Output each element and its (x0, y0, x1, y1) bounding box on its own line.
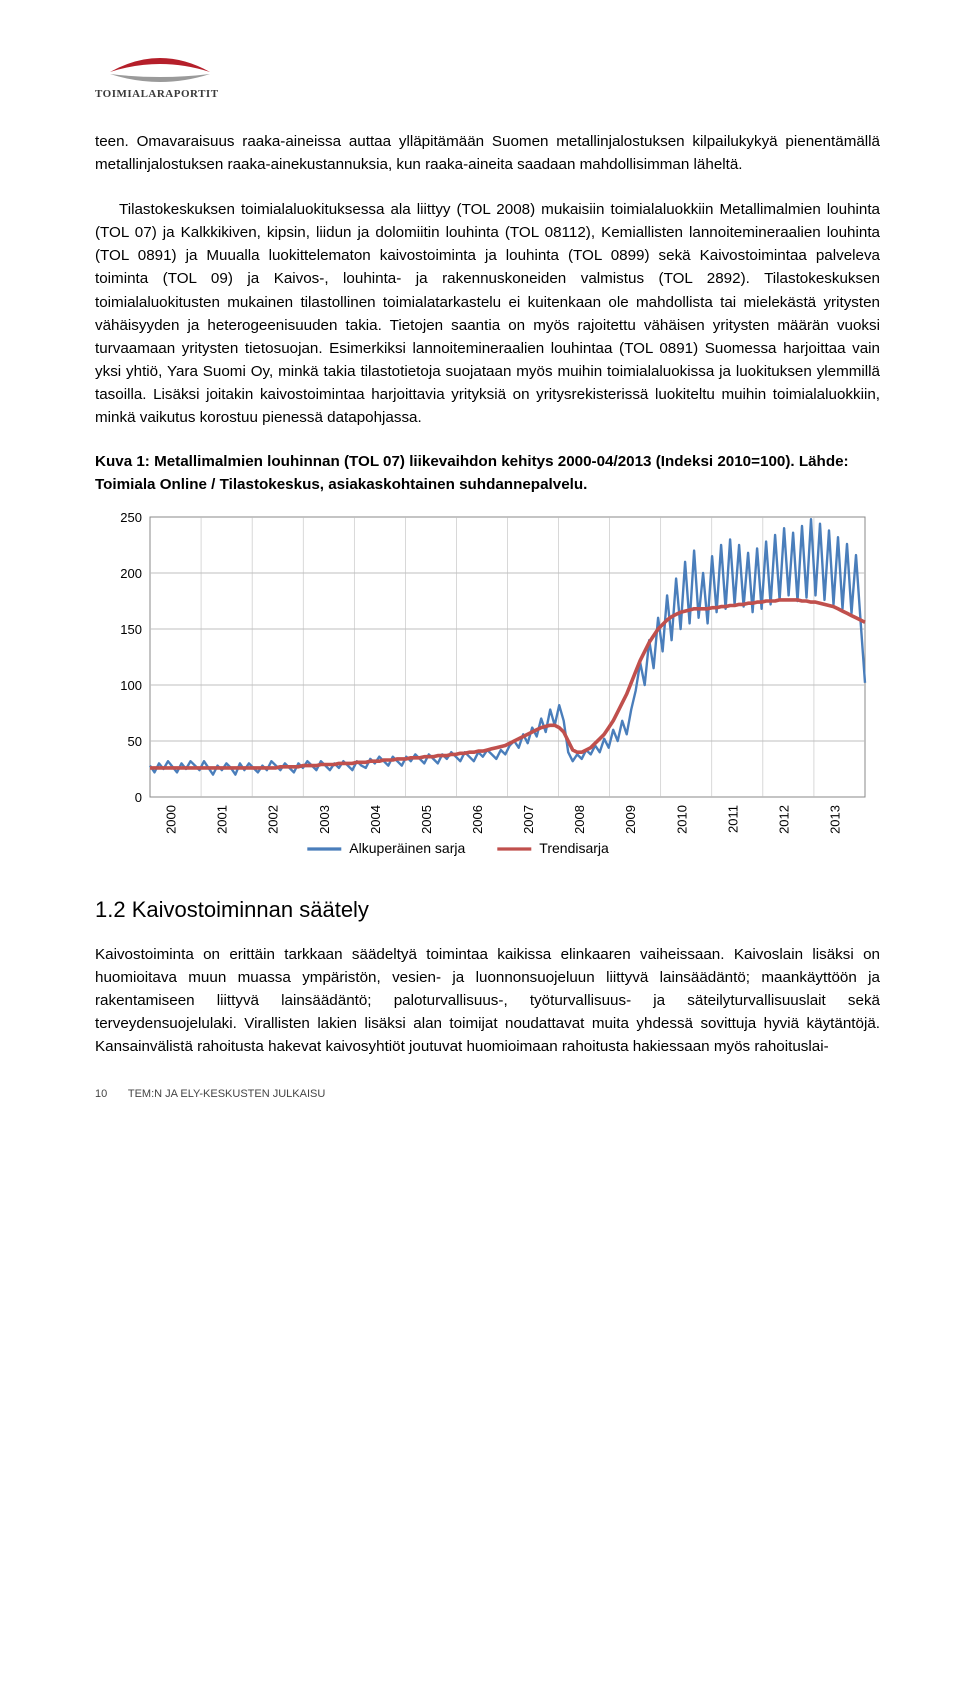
svg-text:2011: 2011 (725, 805, 740, 833)
svg-text:2009: 2009 (623, 805, 638, 834)
logo: TOIMIALARAPORTIT (95, 50, 880, 100)
logo-text: TOIMIALARAPORTIT (95, 88, 880, 100)
footer-text: TEM:N JA ELY-KESKUSTEN JULKAISU (128, 1088, 325, 1100)
svg-text:2004: 2004 (368, 805, 383, 834)
svg-text:2001: 2001 (215, 805, 230, 834)
svg-text:2006: 2006 (470, 805, 485, 834)
chart-title: Kuva 1: Metallimalmien louhinnan (TOL 07… (95, 451, 880, 497)
svg-text:2008: 2008 (572, 805, 587, 834)
svg-text:2000: 2000 (164, 805, 179, 834)
page-number: 10 (95, 1088, 125, 1100)
svg-text:2010: 2010 (674, 805, 689, 834)
line-chart-icon: 0 50 100 150 200 250 2000 2001 2002 2003 2004 2005 2… (95, 507, 875, 867)
svg-text:2002: 2002 (266, 805, 281, 834)
svg-text:50: 50 (128, 734, 142, 749)
svg-text:150: 150 (120, 622, 142, 637)
body-paragraph-3: Kaivostoiminta on erittäin tarkkaan sääd… (95, 943, 880, 1058)
svg-text:Alkuperäinen sarja: Alkuperäinen sarja (349, 840, 465, 856)
svg-text:2012: 2012 (776, 805, 791, 834)
section-heading: 1.2 Kaivostoiminnan säätely (95, 897, 880, 923)
svg-text:2007: 2007 (521, 805, 536, 834)
svg-text:2005: 2005 (419, 805, 434, 834)
revenue-index-chart: 0 50 100 150 200 250 2000 2001 2002 2003 2004 2005 2… (95, 507, 880, 867)
svg-text:250: 250 (120, 510, 142, 525)
body-paragraph-2: Tilastokeskuksen toimialaluokituksessa a… (95, 198, 880, 429)
logo-swoosh-icon (95, 50, 225, 88)
body-paragraph-1: teen. Omavaraisuus raaka-aineissa auttaa… (95, 130, 880, 176)
page-footer: 10 TEM:N JA ELY-KESKUSTEN JULKAISU (95, 1088, 880, 1100)
svg-text:Trendisarja: Trendisarja (539, 840, 609, 856)
svg-text:200: 200 (120, 566, 142, 581)
svg-text:100: 100 (120, 678, 142, 693)
svg-text:2013: 2013 (827, 805, 842, 834)
svg-text:2003: 2003 (317, 805, 332, 834)
svg-text:0: 0 (135, 790, 142, 805)
